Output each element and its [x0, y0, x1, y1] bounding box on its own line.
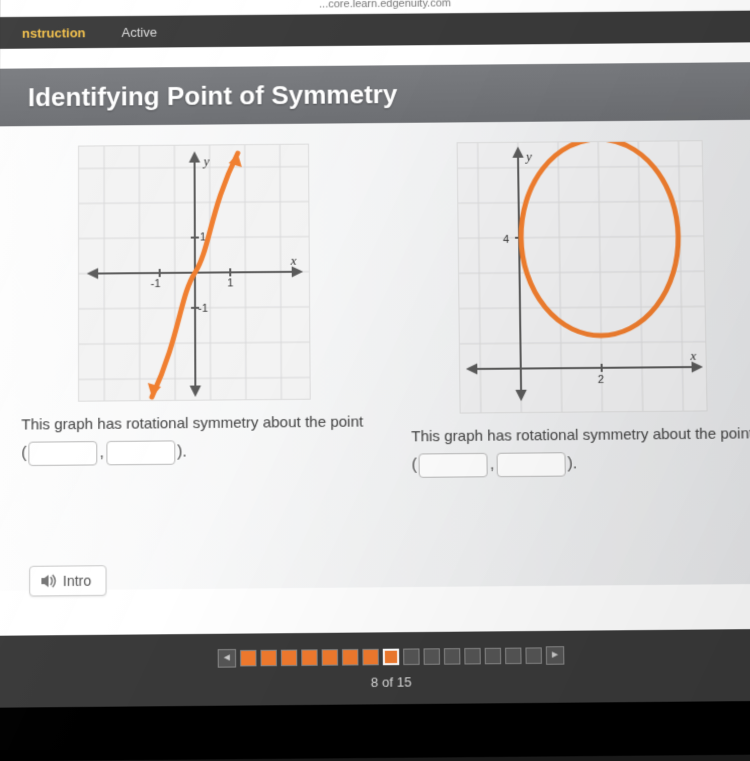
step-9[interactable] [403, 648, 419, 665]
step-12[interactable] [464, 647, 480, 664]
step-11[interactable] [444, 648, 460, 665]
step-15[interactable] [525, 647, 542, 664]
input-left-y[interactable] [106, 440, 175, 465]
intro-button[interactable]: Intro [29, 565, 106, 596]
content-area: y x -1 1 1 -1 Thi [0, 120, 750, 591]
progress-bar: ◄ ► 8 of 15 [0, 629, 750, 708]
tab-active[interactable]: Active [104, 16, 176, 47]
step-7[interactable] [362, 648, 378, 665]
x-axis-label-2: x [689, 348, 696, 363]
tab-instruction[interactable]: nstruction [4, 17, 104, 49]
title-band: Identifying Point of Symmetry [0, 62, 750, 126]
prompt-right: This graph has rotational symmetry about… [411, 423, 750, 447]
step-label: 8 of 15 [371, 674, 412, 690]
step-1[interactable] [240, 649, 256, 666]
answer-left: ( , ). [21, 439, 367, 466]
input-right-x[interactable] [419, 453, 488, 478]
intro-label: Intro [63, 572, 92, 589]
step-5[interactable] [322, 649, 338, 666]
left-column: y x -1 1 1 -1 Thi [0, 123, 390, 591]
right-column: y x 2 4 This graph has rotational symmet… [386, 120, 750, 588]
prev-arrow[interactable]: ◄ [218, 649, 236, 668]
svg-text:-1: -1 [198, 303, 208, 315]
speaker-icon [40, 574, 56, 588]
step-13[interactable] [485, 647, 502, 664]
step-6[interactable] [342, 648, 358, 665]
step-4[interactable] [301, 649, 317, 666]
tabs-bar: nstruction Active [0, 11, 750, 49]
svg-text:-1: -1 [150, 278, 160, 290]
graph-ellipse: y x 2 4 [457, 140, 708, 413]
prompt-left: This graph has rotational symmetry about… [21, 411, 366, 435]
y-axis-label-2: y [524, 149, 532, 164]
y-axis-label: y [201, 153, 209, 168]
graph-cubic: y x -1 1 1 -1 [77, 144, 310, 402]
step-2[interactable] [260, 649, 276, 666]
step-14[interactable] [505, 647, 522, 664]
answer-right: ( , ). [411, 451, 750, 478]
svg-text:2: 2 [598, 374, 604, 386]
input-left-x[interactable] [29, 441, 98, 466]
progress-squares: ◄ ► [218, 646, 565, 668]
input-right-y[interactable] [496, 452, 565, 477]
next-arrow[interactable]: ► [546, 646, 565, 665]
x-axis-label: x [289, 253, 296, 268]
svg-text:1: 1 [227, 277, 233, 289]
step-8-current[interactable] [383, 648, 399, 665]
svg-text:4: 4 [503, 234, 509, 246]
bezel [0, 701, 750, 761]
page-title: Identifying Point of Symmetry [28, 79, 398, 113]
step-10[interactable] [424, 648, 440, 665]
step-3[interactable] [281, 649, 297, 666]
